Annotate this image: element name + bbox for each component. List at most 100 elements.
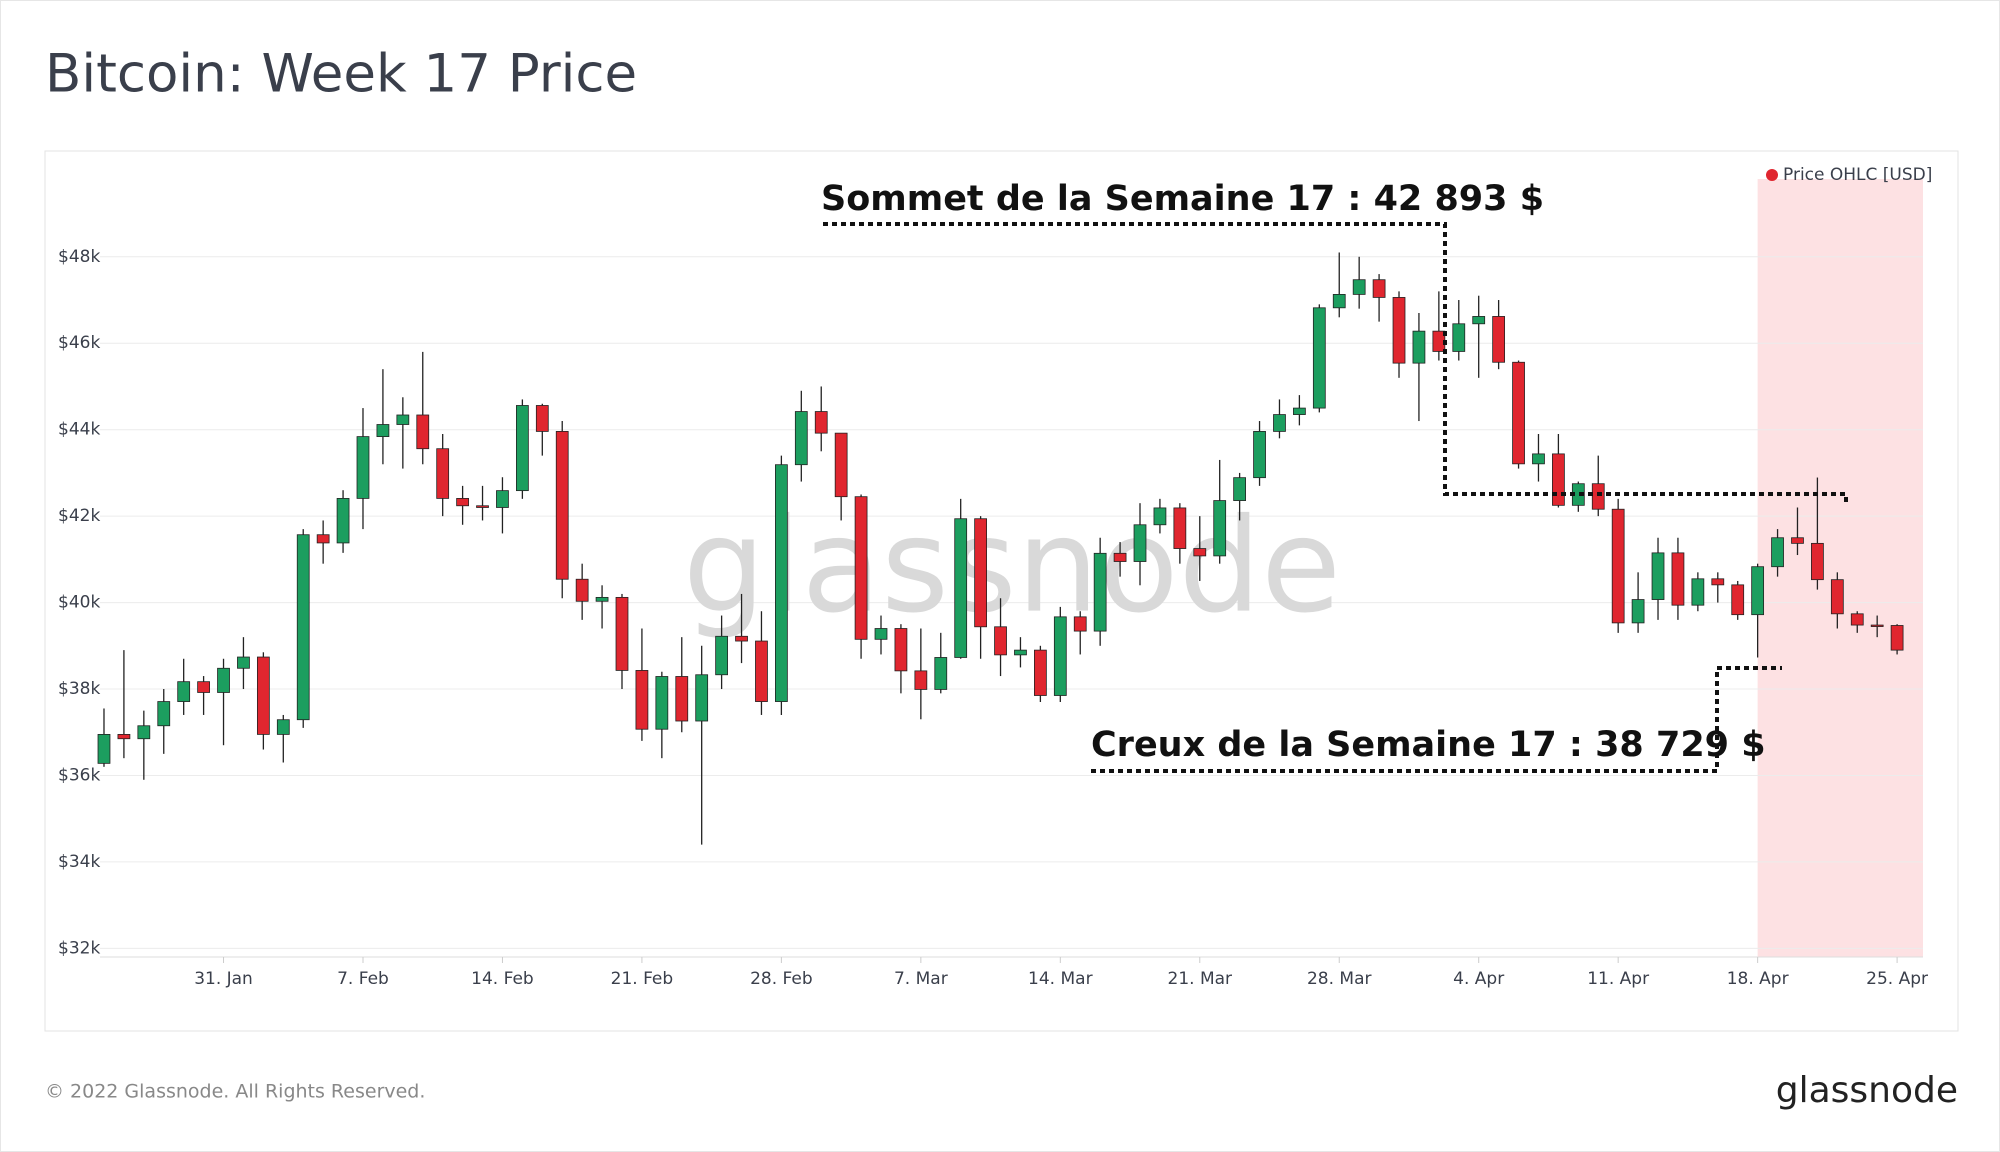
candle-body	[775, 464, 788, 702]
x-tick-label: 14. Feb	[471, 969, 534, 989]
candle-body	[1771, 537, 1784, 568]
candle-body	[814, 411, 828, 434]
candle-body	[496, 490, 509, 508]
candle-body	[1791, 537, 1804, 544]
candle-body	[794, 411, 808, 466]
candle-body	[416, 414, 430, 450]
high-guide	[823, 222, 1848, 502]
x-tick-label: 21. Feb	[611, 969, 674, 989]
logo: glassnode	[1776, 1070, 1958, 1111]
y-tick-label: $38k	[58, 679, 100, 699]
candle-body	[1611, 508, 1625, 624]
y-tick-label: $34k	[58, 852, 100, 872]
candle-body	[655, 676, 669, 730]
candle-body	[1890, 625, 1904, 651]
highlight-range	[1757, 179, 1923, 957]
candle-body	[1512, 361, 1525, 465]
annotation: Creux de la Semaine 17 : 38 729 $	[1091, 725, 1766, 765]
candle-body	[137, 725, 151, 740]
x-tick-label: 11. Apr	[1587, 969, 1649, 989]
candle-body	[1093, 552, 1107, 632]
candle-body	[256, 656, 270, 735]
candle-body	[436, 448, 450, 499]
candle-body	[1591, 483, 1605, 510]
legend-swatch	[1766, 169, 1778, 181]
candle-body	[615, 596, 629, 671]
y-tick-label: $36k	[58, 765, 100, 785]
candle-body	[994, 626, 1007, 656]
x-tick-label: 14. Mar	[1028, 969, 1093, 989]
candle-body	[1053, 616, 1067, 696]
x-tick-label: 25. Apr	[1866, 969, 1928, 989]
candle-body	[1412, 330, 1426, 364]
candle-body	[914, 670, 928, 690]
candle-body	[1253, 431, 1266, 479]
y-tick-label: $40k	[58, 593, 100, 613]
candle-body	[97, 734, 111, 764]
candle-body	[117, 734, 131, 740]
candle-body	[1472, 316, 1486, 325]
candle-body	[1811, 542, 1824, 581]
candle-body	[735, 635, 748, 642]
legend-label: Price OHLC [USD]	[1783, 165, 1932, 185]
x-tick-label: 18. Apr	[1727, 969, 1789, 989]
y-tick-label: $42k	[58, 506, 100, 526]
x-tick-label: 7. Feb	[337, 969, 389, 989]
candle-body	[396, 414, 410, 425]
plot-frame	[44, 150, 1959, 1032]
candle-body	[1352, 279, 1366, 295]
candle-body	[1173, 507, 1187, 549]
candle-body	[1850, 613, 1864, 626]
candle-body	[1870, 624, 1884, 627]
y-tick-label: $44k	[58, 420, 100, 440]
candle-body	[695, 674, 709, 722]
x-tick-label: 7. Mar	[894, 969, 948, 989]
candle-body	[177, 681, 191, 702]
candle-body	[1113, 552, 1127, 562]
candle-body	[874, 628, 888, 640]
x-tick-label: 28. Mar	[1307, 969, 1372, 989]
candle-body	[1392, 297, 1406, 364]
candle-body	[276, 719, 290, 735]
candle-body	[456, 498, 469, 507]
candle-body	[555, 431, 569, 580]
candle-body	[854, 496, 868, 640]
candle-body	[715, 635, 728, 676]
candle-body	[1532, 453, 1545, 465]
candle-body	[1332, 294, 1346, 309]
x-tick-label: 21. Mar	[1168, 969, 1233, 989]
candle-body	[1153, 507, 1167, 526]
candle-body	[934, 657, 948, 690]
candle-body	[237, 656, 250, 669]
candle-body	[356, 436, 370, 499]
candle-body	[376, 424, 390, 438]
candle-body	[1830, 579, 1844, 615]
candle-body	[1552, 453, 1565, 506]
candle-body	[894, 628, 908, 672]
candle-body	[1691, 578, 1705, 606]
candle-body	[535, 405, 549, 432]
candle-body	[974, 518, 987, 628]
candle-body	[516, 405, 529, 492]
candle-body	[1492, 316, 1506, 363]
candle-body	[296, 534, 310, 721]
candle-body	[595, 596, 609, 602]
annotation: Sommet de la Semaine 17 : 42 893 $	[821, 179, 1544, 219]
candle-body	[1372, 279, 1386, 298]
y-tick-label: $32k	[58, 938, 100, 958]
x-tick-label: 28. Feb	[750, 969, 813, 989]
candle-body	[1233, 477, 1247, 501]
y-tick-label: $46k	[58, 333, 100, 353]
low-guide	[1091, 666, 1782, 773]
candle-body	[675, 676, 689, 722]
candle-body	[1651, 552, 1665, 600]
candle-body	[1193, 548, 1207, 557]
chart-title: Bitcoin: Week 17 Price	[45, 44, 637, 105]
candle-body	[1312, 307, 1326, 409]
watermark: glassnode	[683, 490, 1341, 642]
candle-body	[1213, 500, 1227, 557]
y-tick-label: $48k	[58, 247, 100, 267]
candle-body	[1452, 323, 1466, 352]
candle-body	[1273, 414, 1286, 432]
candle-body	[1671, 552, 1685, 606]
